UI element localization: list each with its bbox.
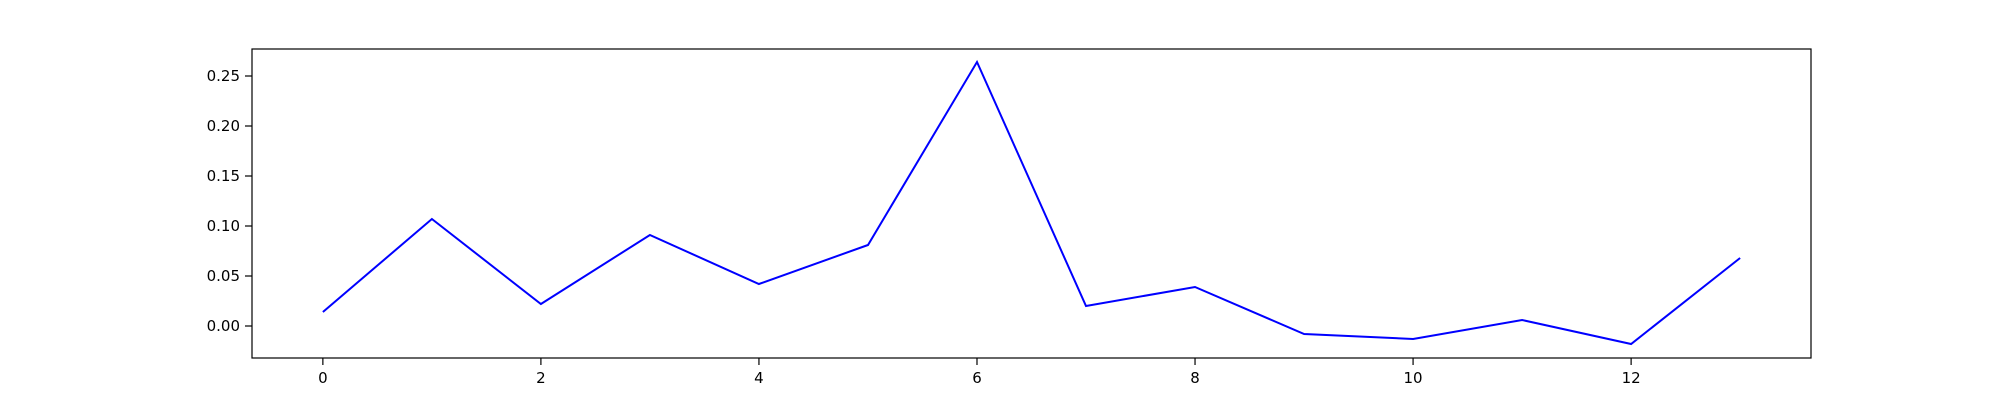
x-tick-label: 2 xyxy=(536,369,546,387)
series-line xyxy=(322,59,1741,346)
y-tick-label: 0.05 xyxy=(207,267,240,285)
x-axis-ticks: 0 2 4 6 8 10 12 xyxy=(318,358,1641,387)
y-tick-label: 0.15 xyxy=(207,167,240,185)
y-tick-label: 0.20 xyxy=(207,117,240,135)
x-tick-label: 12 xyxy=(1622,369,1641,387)
y-tick-label: 0.00 xyxy=(207,317,240,335)
x-tick-label: 6 xyxy=(972,369,982,387)
series-lines xyxy=(322,59,1741,346)
x-tick-label: 4 xyxy=(754,369,764,387)
y-tick-label: 0.10 xyxy=(207,217,240,235)
x-tick-label: 0 xyxy=(318,369,328,387)
plot-frame xyxy=(251,48,1812,359)
x-tick-label: 10 xyxy=(1404,369,1423,387)
y-tick-label: 0.25 xyxy=(207,67,240,85)
x-tick-label: 8 xyxy=(1190,369,1200,387)
y-axis-ticks: 0.00 0.05 0.10 0.15 0.20 0.25 xyxy=(207,67,252,335)
